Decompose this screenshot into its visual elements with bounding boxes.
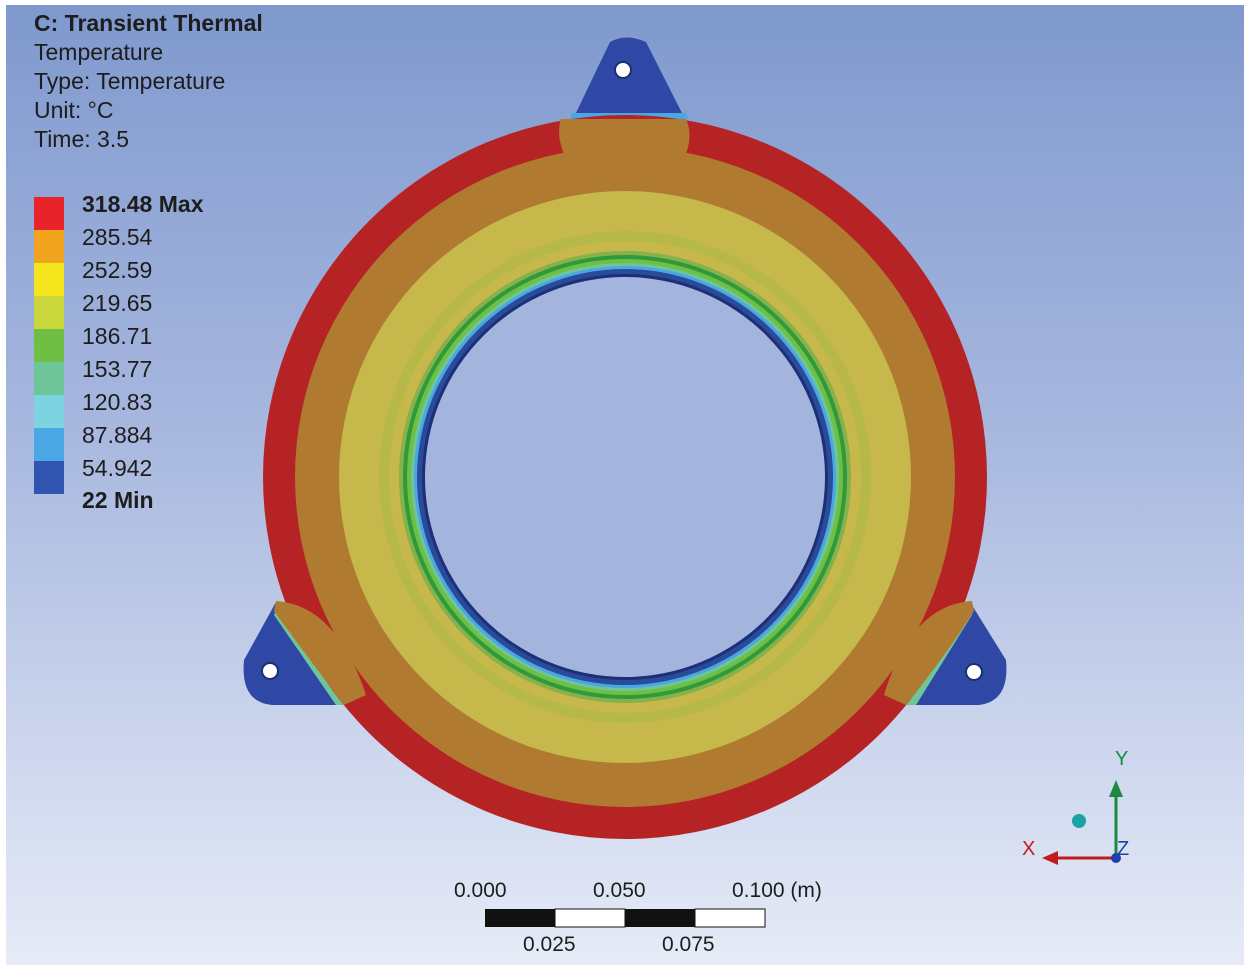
triad-center-ball bbox=[1072, 814, 1086, 828]
legend-swatch bbox=[34, 428, 64, 461]
legend-label: 120.83 bbox=[82, 389, 153, 415]
graphics-viewport[interactable]: C: Transient Thermal Temperature Type: T… bbox=[6, 5, 1244, 965]
legend-swatch bbox=[34, 461, 64, 494]
legend-max-label: 318.48 Max bbox=[82, 191, 204, 217]
result-type: Type: Temperature bbox=[34, 68, 226, 94]
scale-label: 0.000 bbox=[454, 879, 507, 902]
legend-swatch bbox=[34, 230, 64, 263]
lug-hole-left bbox=[261, 662, 279, 680]
triad-x-label: X bbox=[1022, 838, 1036, 860]
legend-label: 153.77 bbox=[82, 356, 153, 382]
triad-y-label: Y bbox=[1115, 748, 1129, 770]
result-unit: Unit: °C bbox=[34, 97, 114, 123]
result-time: Time: 3.5 bbox=[34, 126, 130, 152]
lug-top bbox=[574, 37, 684, 117]
scale-label: 0.100 (m) bbox=[732, 879, 822, 902]
legend-label: 252.59 bbox=[82, 257, 153, 283]
legend-label: 219.65 bbox=[82, 290, 153, 316]
legend-label: 87.884 bbox=[82, 422, 153, 448]
legend-label: 285.54 bbox=[82, 224, 153, 250]
lug-hole-right bbox=[965, 663, 983, 681]
scale-label: 0.075 bbox=[662, 933, 715, 956]
legend-swatch bbox=[34, 197, 64, 230]
bore bbox=[425, 277, 825, 677]
scale-bar bbox=[485, 908, 766, 928]
scale-label: 0.025 bbox=[523, 933, 576, 956]
legend-swatch bbox=[34, 362, 64, 395]
legend-swatch bbox=[34, 296, 64, 329]
coordinate-triad[interactable] bbox=[1042, 780, 1123, 865]
legend-label: 54.942 bbox=[82, 455, 153, 481]
legend-swatch bbox=[34, 263, 64, 296]
legend-swatch bbox=[34, 395, 64, 428]
analysis-title: C: Transient Thermal bbox=[34, 10, 263, 36]
model-view[interactable] bbox=[6, 5, 1244, 965]
lug-hole-top bbox=[614, 61, 632, 79]
legend-label: 186.71 bbox=[82, 323, 153, 349]
triad-z-label: Z bbox=[1117, 838, 1130, 860]
temperature-contour-ring bbox=[263, 115, 987, 839]
scale-label: 0.050 bbox=[593, 879, 646, 902]
result-name: Temperature bbox=[34, 39, 164, 65]
legend-min-label: 22 Min bbox=[82, 487, 154, 513]
legend-swatch bbox=[34, 329, 64, 362]
result-info: C: Transient Thermal Temperature Type: T… bbox=[34, 9, 263, 154]
